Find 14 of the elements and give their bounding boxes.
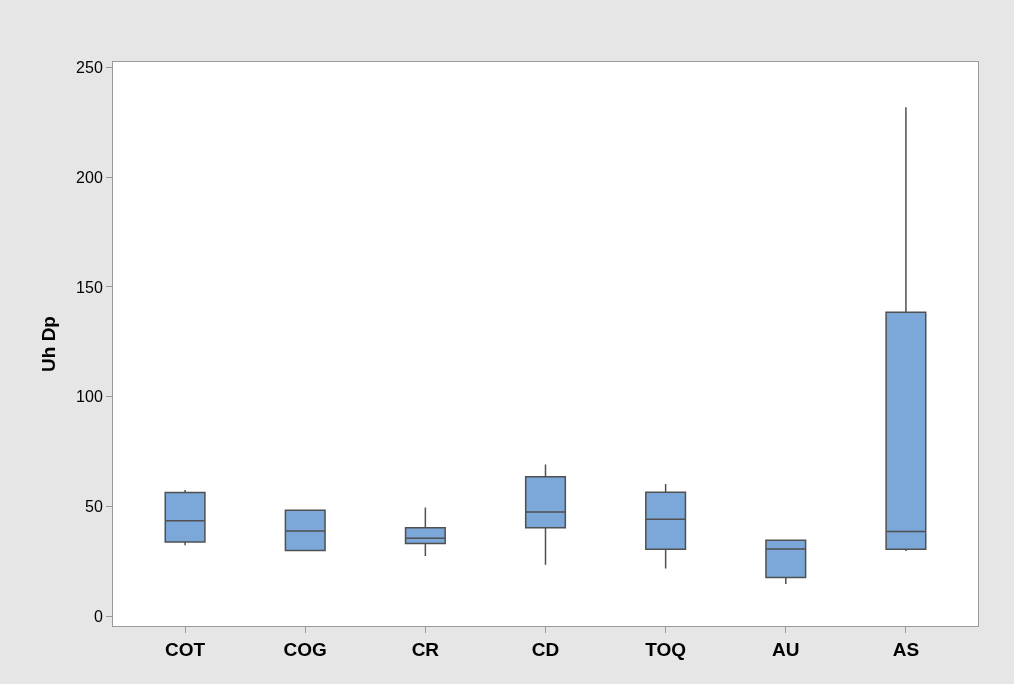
y-tick-label: 250 [76,58,103,76]
y-tick-label: 0 [93,607,103,625]
y-tick-label: 150 [76,278,103,296]
x-tick-label: COG [283,638,327,660]
y-tick-label: 100 [76,388,103,406]
y-tick-label: 50 [85,498,103,516]
y-tick-label: 200 [76,168,103,186]
x-tick-label: AS [892,638,920,660]
x-tick-label: CR [411,638,440,660]
x-tick-label: CD [531,638,560,660]
x-tick-label: COT [165,638,206,660]
x-tick-label: AU [772,638,800,660]
y-axis-title: Uh Dp [37,316,59,372]
x-tick-label: TOQ [645,638,687,660]
